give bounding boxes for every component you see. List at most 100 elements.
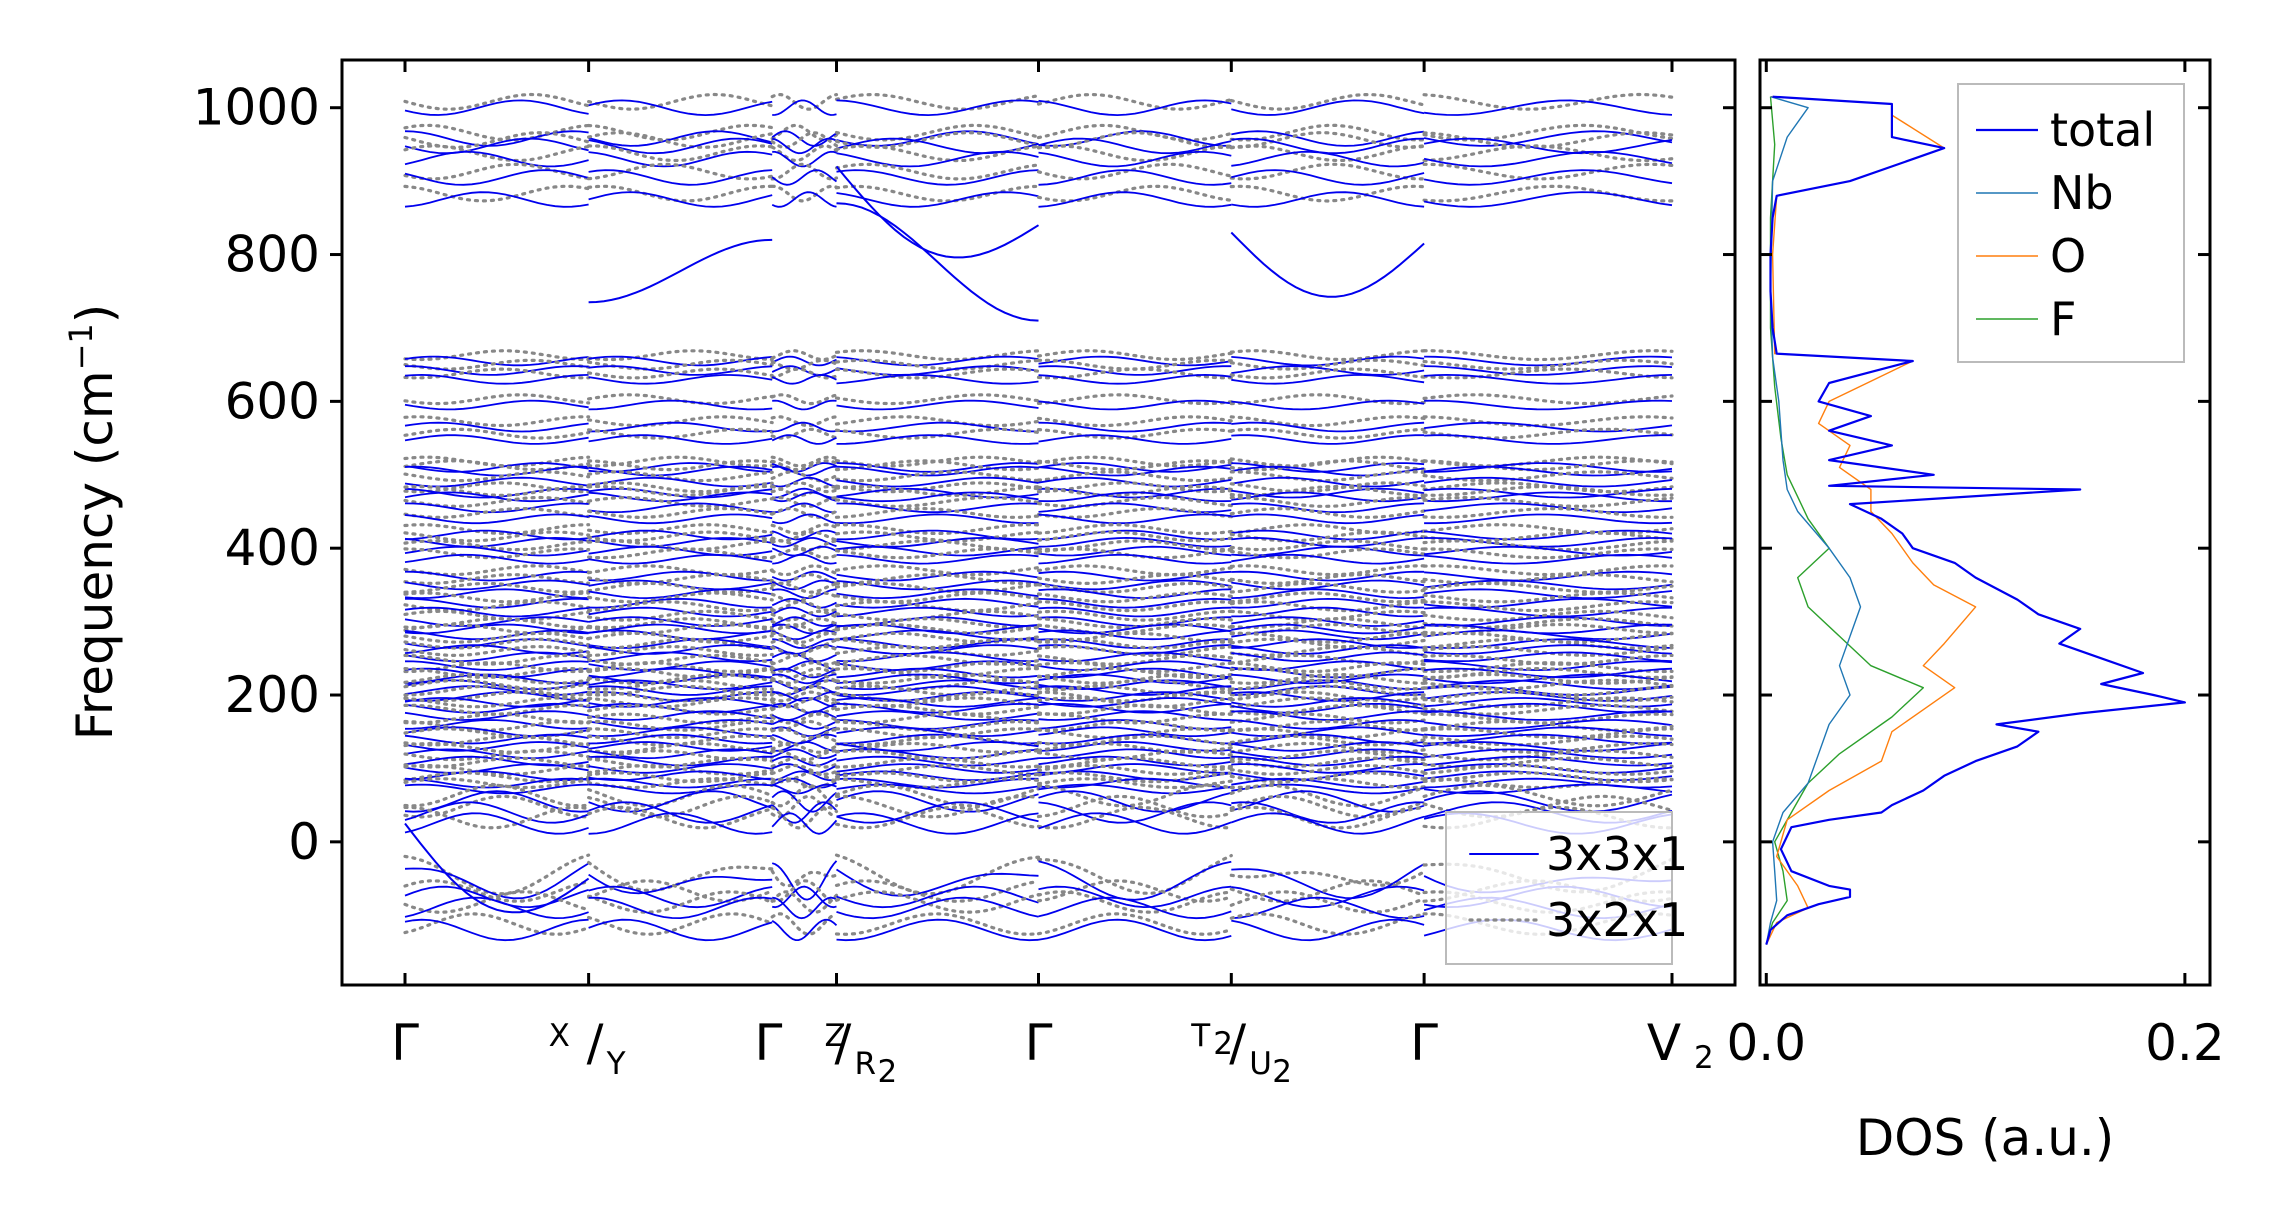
band-3x2x1-line	[834, 631, 1041, 644]
band-3x3x1-line	[772, 896, 837, 920]
band-3x2x1-line	[1422, 696, 1674, 709]
band-3x2x1-line	[1229, 358, 1426, 371]
band-3x3x1-line	[1038, 399, 1232, 411]
band-3x2x1-line	[587, 349, 774, 362]
band-3x2x1-line	[403, 631, 591, 644]
band-3x2x1-line	[770, 470, 839, 483]
band-3x2x1-line	[1422, 783, 1674, 808]
dos-legend-label: F	[2050, 292, 2076, 346]
band-3x3x1-line	[1423, 597, 1673, 609]
band-3x2x1-line	[403, 637, 591, 650]
band-3x2x1-line	[403, 123, 591, 142]
band-3x2x1-line	[1229, 666, 1426, 680]
band-3x2x1-line	[770, 756, 839, 769]
band-3x2x1-line	[403, 794, 591, 819]
band-3x2x1-line	[834, 573, 1041, 585]
band-3x3x1-line	[836, 679, 1039, 691]
band-3x2x1-line	[770, 617, 839, 630]
band-3x2x1-line	[834, 623, 1041, 635]
band-3x3x1-line	[1038, 536, 1232, 548]
band-3x2x1-line	[834, 530, 1041, 543]
band-3x2x1-line	[1036, 530, 1233, 543]
band-3x3x1-line	[1038, 421, 1232, 433]
band-3x2x1-line	[770, 564, 839, 577]
band-3x2x1-line	[1229, 459, 1426, 472]
x-tick-label-top: X	[549, 1018, 570, 1054]
band-3x3x1-line	[771, 783, 837, 795]
band-3x3x1-line	[1231, 918, 1425, 942]
x-tick-label-compound: X / Y	[549, 1014, 626, 1082]
band-3x3x1-line	[588, 487, 773, 499]
band-x-ticks: Γ X / Y Γ Z/R 2 Γ T 2/U 2 Γ V 2	[391, 60, 1714, 1090]
band-3x2x1-line	[1036, 547, 1233, 560]
band-3x2x1-line	[403, 600, 591, 613]
band-3x3x1-line	[1423, 476, 1673, 488]
band-3x2x1-line	[403, 672, 591, 685]
band-3x2x1-line	[587, 805, 774, 830]
band-3x2x1-line	[770, 358, 839, 371]
band-3x2x1-line	[403, 690, 591, 703]
band-3x3x1-line	[1424, 373, 1673, 385]
band-3x2x1-line	[403, 763, 591, 776]
band-3x2x1-line	[1422, 617, 1674, 630]
band-3x3x1-line	[771, 137, 837, 155]
band-3x2x1-line	[834, 349, 1041, 362]
band-3x2x1-line	[834, 756, 1041, 769]
band-3x3x1-line	[404, 579, 589, 591]
band-3x2x1-line	[403, 653, 591, 666]
band-3x2x1-line	[587, 696, 774, 709]
band-3x2x1-line	[1422, 712, 1674, 725]
band-3x3x1-line	[588, 545, 773, 557]
band-3x3x1-line	[771, 536, 837, 548]
band-3x2x1-line	[587, 484, 774, 497]
band-3x3x1-line	[588, 597, 773, 609]
band-3x3x1-line	[1231, 570, 1425, 582]
band-3x3x1-line	[588, 763, 773, 774]
band-3x3x1-line	[588, 191, 773, 208]
band-3x2x1-line	[1422, 92, 1674, 111]
band-3x3x1-line	[404, 616, 589, 627]
band-3x2x1-line	[770, 666, 839, 680]
band-3x3x1-line	[836, 644, 1039, 655]
band-3x3x1-line	[404, 763, 589, 774]
band-3x3x1-line	[771, 667, 837, 679]
y-tick-label: 800	[225, 226, 320, 284]
band-3x3x1-line	[588, 790, 773, 813]
band-3x2x1-line	[770, 485, 839, 497]
band-3x2x1-line	[403, 783, 591, 808]
band-3x2x1-line	[587, 703, 774, 716]
band-3x2x1-line	[1422, 470, 1674, 483]
band-3x2x1-line	[770, 393, 839, 406]
band-3x2x1-line	[403, 741, 591, 754]
band-3x3x1-line	[404, 462, 589, 473]
band-3x3x1-line	[1038, 885, 1232, 909]
band-3x3x1-line	[836, 651, 1039, 663]
band-3x2x1-line	[834, 644, 1041, 658]
band-3x2x1-line	[1229, 672, 1426, 685]
band-3x3x1-line	[836, 491, 1039, 503]
band-3x2x1-line	[587, 741, 774, 754]
band-3x3x1-line	[771, 860, 838, 901]
band-3x2x1-line	[1036, 415, 1233, 428]
y-tick-label: 600	[225, 372, 320, 430]
band-3x3x1-line	[1424, 399, 1673, 411]
band-3x2x1-line	[770, 523, 839, 536]
band-3x3x1-line	[404, 536, 589, 548]
band-3x2x1-line	[403, 367, 591, 380]
band-3x3x1-line	[836, 726, 1039, 738]
band-3x2x1-line	[1229, 912, 1426, 936]
band-3x2x1-line	[834, 600, 1041, 613]
band-3x2x1-line	[834, 184, 1041, 203]
band-3x2x1-line	[587, 763, 774, 776]
band-3x3x1-line	[771, 191, 837, 208]
dos-legend: total Nb OF	[1957, 83, 2185, 363]
dos-panel: 0.0 0.2 DOS (a.u.) total Nb OF	[1727, 58, 2225, 1167]
band-3x2x1-line	[403, 666, 591, 680]
band-3x3x1-line	[1231, 863, 1425, 900]
band-3x3x1-line	[836, 465, 1039, 477]
band-3x3x1-line	[588, 812, 773, 835]
band-3x3x1-line	[1424, 355, 1673, 367]
band-3x3x1-line	[588, 719, 773, 730]
band-3x3x1-line	[1423, 99, 1673, 116]
band-3x3x1-line	[836, 421, 1039, 433]
